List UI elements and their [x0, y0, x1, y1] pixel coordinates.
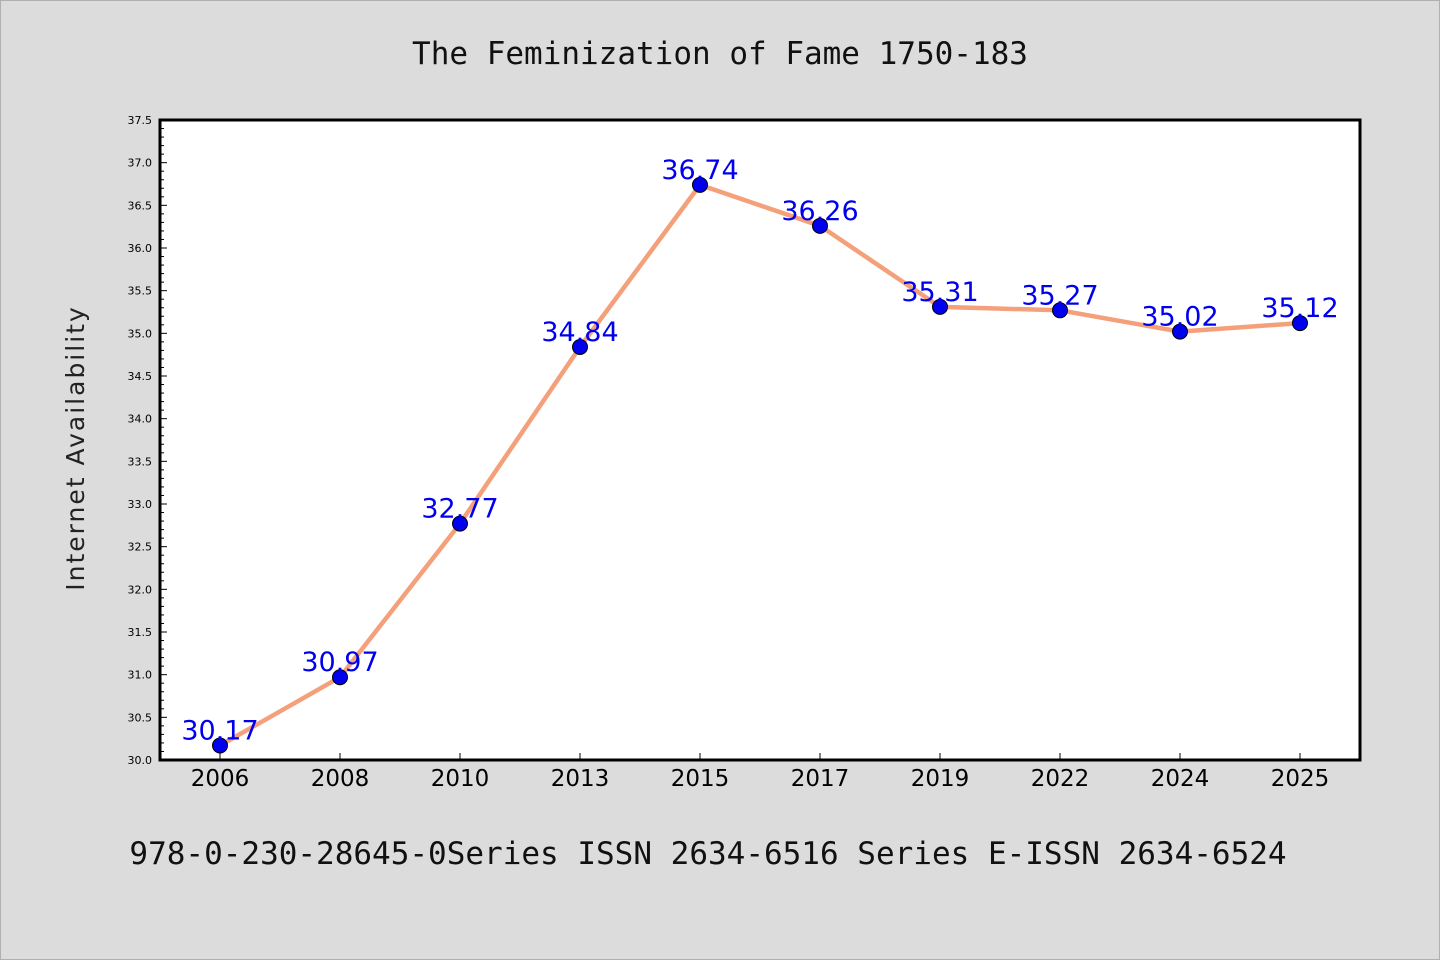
data-label: 35.02 — [1141, 302, 1218, 333]
y-tick-label: 30.5 — [128, 711, 153, 724]
y-tick-label: 33.5 — [128, 455, 153, 468]
series-line-group — [217, 182, 1303, 748]
chart-caption: 978-0-230-28645-0Series ISSN 2634-6516 S… — [129, 836, 1286, 872]
x-tick-label: 2008 — [311, 766, 370, 792]
y-tick-label: 36.0 — [128, 242, 153, 255]
chart-title: The Feminization of Fame 1750-183 — [412, 36, 1028, 72]
data-label: 35.12 — [1261, 293, 1338, 324]
y-tick-label: 32.5 — [128, 541, 153, 554]
y-tick-label: 31.5 — [128, 626, 153, 639]
y-tick-label: 37.0 — [128, 157, 153, 170]
x-tick-label: 2006 — [191, 766, 250, 792]
x-axis: 2006 2008 2010 2013 2015 2017 2019 2022 2024 2025 — [191, 753, 1330, 792]
y-axis: 30.0 30.5 31.0 31.5 32.0 32.5 33.0 33.5 34.0 34.5… — [128, 114, 167, 767]
data-label: 35.31 — [901, 277, 978, 308]
data-label: 36.74 — [661, 155, 738, 186]
y-tick-label: 34.0 — [128, 413, 153, 426]
data-label: 34.84 — [541, 317, 618, 348]
y-tick-label: 35.5 — [128, 285, 153, 298]
x-tick-label: 2015 — [671, 766, 730, 792]
data-point — [1172, 323, 1188, 340]
data-labels: 30.17 30.97 32.77 34.84 36.74 36.26 35.31 35.27… — [181, 155, 1338, 747]
data-point — [692, 176, 708, 193]
x-tick-label: 2010 — [431, 766, 490, 792]
y-tick-label: 30.0 — [128, 754, 153, 767]
data-point — [812, 217, 828, 234]
data-point — [932, 298, 948, 315]
x-tick-label: 2013 — [551, 766, 610, 792]
series-line — [217, 182, 1303, 748]
data-point — [1292, 315, 1308, 332]
data-point — [212, 737, 228, 754]
x-tick-label: 2022 — [1031, 766, 1090, 792]
data-point — [452, 515, 468, 532]
data-label: 30.17 — [181, 715, 258, 746]
data-label: 30.97 — [301, 647, 378, 678]
x-tick-label: 2025 — [1271, 766, 1330, 792]
x-tick-label: 2019 — [911, 766, 970, 792]
y-tick-label: 37.5 — [128, 114, 153, 127]
y-tick-label: 32.0 — [128, 583, 153, 596]
x-tick-label: 2024 — [1151, 766, 1210, 792]
y-tick-label: 36.5 — [128, 199, 153, 212]
data-points — [212, 176, 1308, 754]
data-label: 36.26 — [781, 196, 858, 227]
data-label: 35.27 — [1021, 280, 1098, 311]
y-tick-label: 33.0 — [128, 498, 153, 511]
y-tick-label: 31.0 — [128, 669, 153, 682]
data-point — [332, 669, 348, 686]
data-point — [1052, 302, 1068, 319]
data-label: 32.77 — [421, 494, 498, 525]
y-tick-label: 34.5 — [128, 370, 153, 383]
data-point — [572, 338, 588, 355]
x-tick-label: 2017 — [791, 766, 850, 792]
y-axis-label: Internet Availability — [61, 305, 90, 590]
y-tick-label: 35.0 — [128, 327, 153, 340]
